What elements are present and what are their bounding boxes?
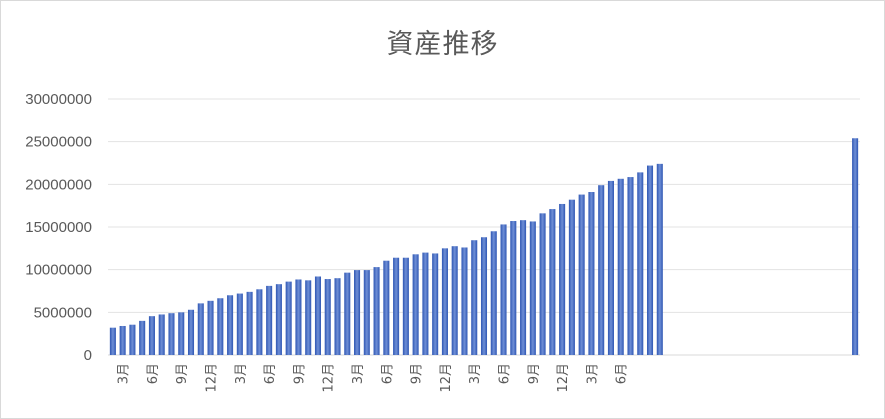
bar <box>852 138 859 355</box>
y-tick-label: 25000000 <box>25 134 92 151</box>
bar <box>402 257 409 355</box>
bar <box>539 213 546 355</box>
x-tick-label: 3月 <box>117 363 132 384</box>
bar <box>500 224 507 355</box>
x-tick-label: 6月 <box>380 363 395 384</box>
y-tick-label: 10000000 <box>25 262 92 279</box>
y-tick-label: 0 <box>84 347 92 364</box>
bar <box>607 180 614 355</box>
x-tick-label: 3月 <box>585 363 600 384</box>
x-tick-label: 12月 <box>439 363 454 393</box>
bar <box>227 295 234 355</box>
y-tick-label: 20000000 <box>25 176 92 193</box>
bar <box>197 303 204 355</box>
bar <box>480 237 488 355</box>
bar <box>148 316 155 355</box>
bar <box>266 285 273 355</box>
bar <box>432 253 439 355</box>
bar <box>119 325 126 355</box>
bar <box>510 221 517 355</box>
bar <box>246 291 253 355</box>
bar <box>656 163 663 355</box>
bar <box>139 320 146 355</box>
bar <box>354 270 361 355</box>
bar <box>568 199 575 355</box>
chart-title: 資産推移 <box>386 29 499 60</box>
bar <box>441 248 448 355</box>
bar <box>129 324 136 355</box>
x-tick-label: 3月 <box>351 363 366 384</box>
x-tick-label: 9月 <box>175 363 190 384</box>
bar <box>109 327 116 355</box>
x-axis: 3月 6月 9月 12月 3月 6月 9月 12月 3月 6月 9月 12月 3月 6月 9月 12月 3月 6月 <box>117 363 630 393</box>
bar <box>295 279 302 355</box>
y-tick-label: 30000000 <box>25 91 92 108</box>
bar <box>637 172 644 355</box>
bar <box>520 220 527 355</box>
bar <box>256 289 263 355</box>
bar <box>559 203 566 355</box>
y-tick-label: 5000000 <box>34 304 92 321</box>
bar <box>490 231 497 355</box>
y-tick-label: 15000000 <box>25 219 92 236</box>
bar <box>627 177 634 355</box>
x-tick-label: 6月 <box>498 363 513 384</box>
y-axis: 0 5000000 10000000 15000000 20000000 25000000… <box>25 91 92 364</box>
x-tick-label: 12月 <box>205 363 220 393</box>
bar <box>383 260 390 355</box>
bar <box>471 240 478 355</box>
bar <box>236 293 243 355</box>
bar <box>412 254 419 355</box>
bar <box>207 300 214 355</box>
x-tick-label: 3月 <box>468 363 483 384</box>
bar <box>588 192 595 355</box>
bar <box>305 280 312 355</box>
bar <box>422 252 429 355</box>
x-tick-label: 9月 <box>410 363 425 384</box>
bar <box>363 270 370 355</box>
bar <box>451 246 458 355</box>
bar <box>549 209 556 355</box>
bar <box>324 279 331 355</box>
bar <box>344 272 351 355</box>
bar <box>373 267 380 355</box>
bar <box>393 257 400 355</box>
bar <box>158 314 165 355</box>
bar <box>314 276 322 355</box>
bar <box>617 178 624 355</box>
x-tick-label: 9月 <box>527 363 542 384</box>
x-tick-label: 3月 <box>234 363 249 384</box>
x-tick-label: 9月 <box>292 363 307 384</box>
bar <box>598 185 605 355</box>
x-tick-label: 6月 <box>615 363 630 384</box>
bar <box>275 284 282 355</box>
x-tick-label: 6月 <box>146 363 161 384</box>
bar <box>178 312 185 355</box>
bar <box>461 247 468 355</box>
bar <box>187 309 195 355</box>
bar-series <box>109 138 859 355</box>
bar <box>285 281 292 355</box>
bar <box>334 278 341 355</box>
bar <box>578 194 585 355</box>
bar <box>217 298 224 355</box>
x-tick-label: 12月 <box>556 363 571 393</box>
bar <box>646 165 654 355</box>
x-tick-label: 6月 <box>263 363 278 384</box>
bar <box>529 221 536 355</box>
x-tick-label: 12月 <box>322 363 337 393</box>
bar <box>168 313 175 355</box>
